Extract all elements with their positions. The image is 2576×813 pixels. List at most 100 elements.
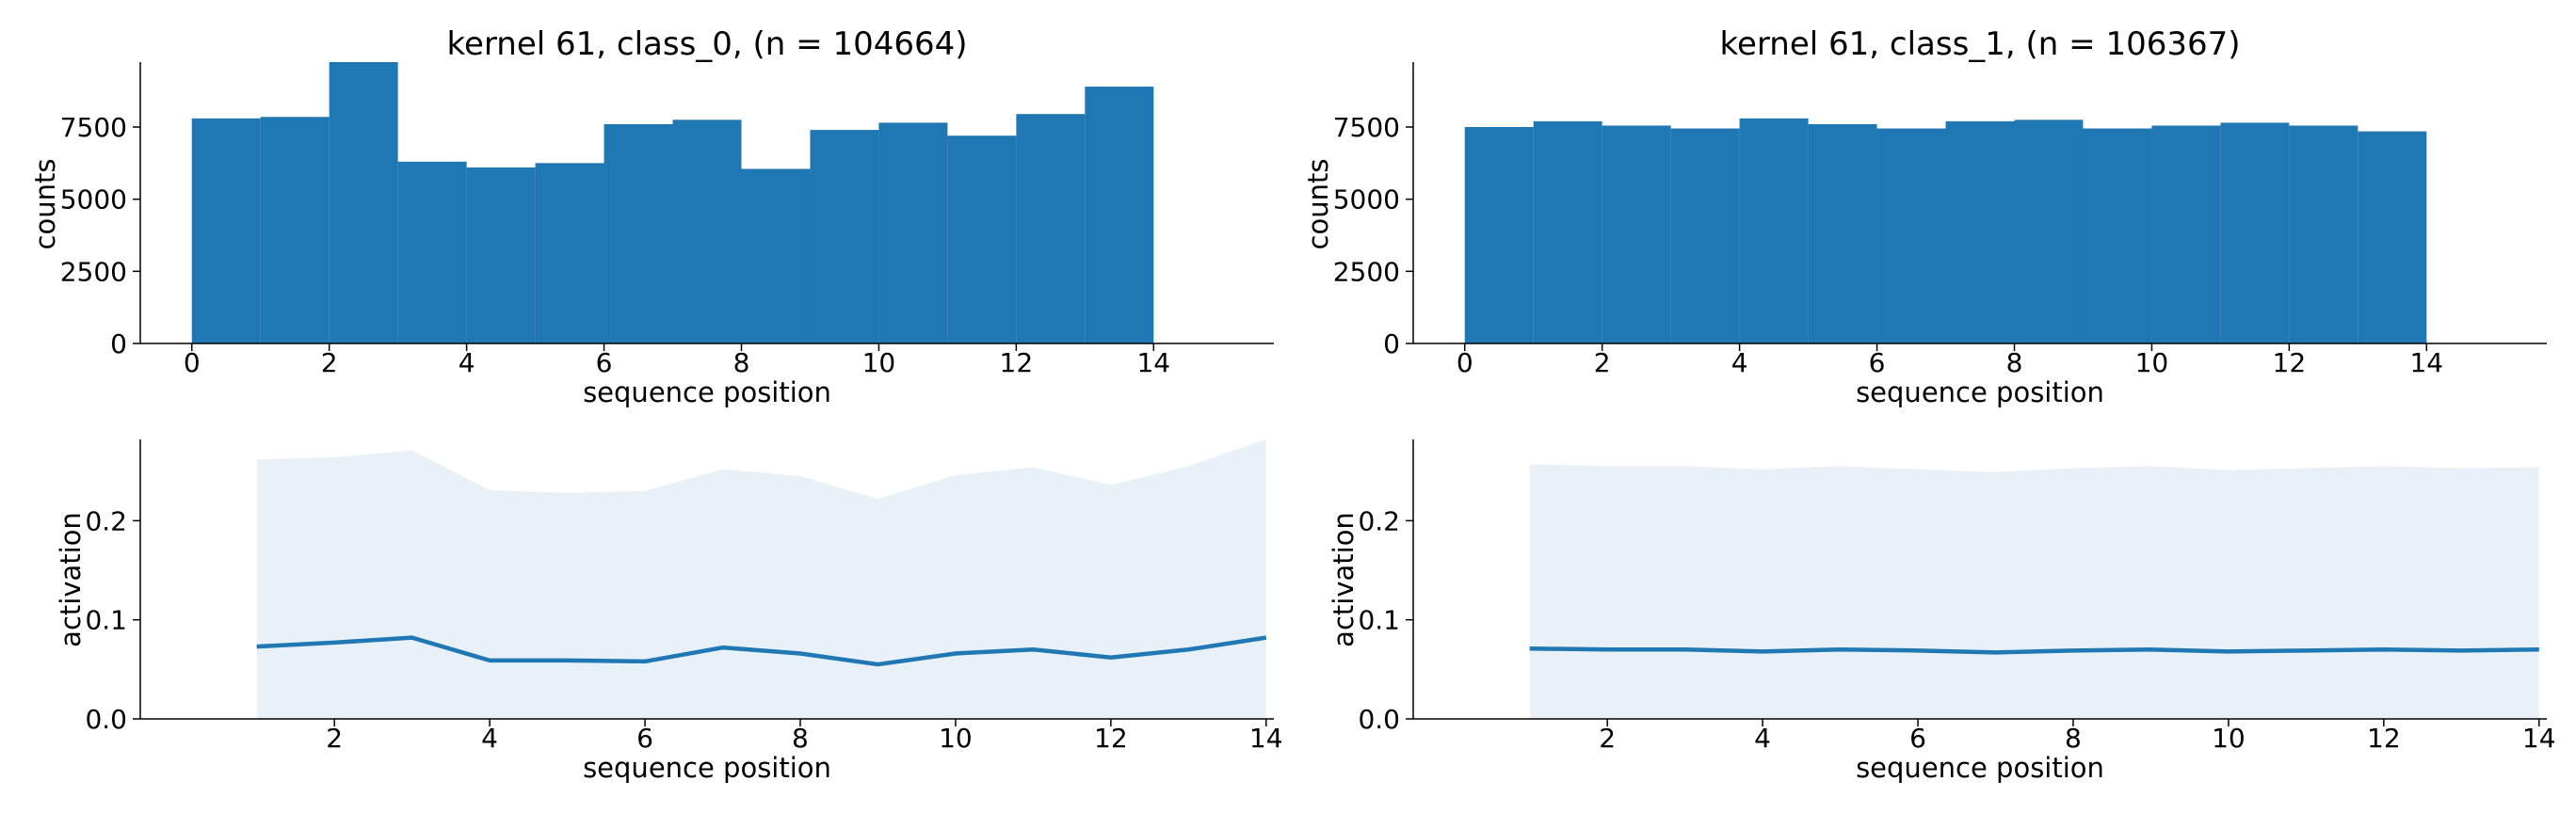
y-tick-label: 0.2 [1358,505,1400,536]
bar [191,118,261,343]
bar [878,122,948,343]
x-ticks: 0 2 4 6 8 10 12 14 [184,343,1170,378]
y-axis-label: activation [55,512,87,647]
x-ticks: 2 4 6 8 10 12 14 [1599,719,2556,754]
bar [466,167,536,343]
bar [810,130,879,343]
y-tick-label: 2500 [1333,256,1400,287]
x-ticks: 2 4 6 8 10 12 14 [326,719,1283,754]
x-tick-label: 2 [1599,723,1616,754]
bars [191,62,1154,344]
bar [1085,87,1154,344]
x-tick-label: 8 [2065,723,2082,754]
bar [604,123,673,343]
x-tick-label: 4 [481,723,498,754]
x-tick-label: 0 [184,347,201,378]
x-tick-label: 4 [459,347,475,378]
bar [1464,127,1534,343]
activation-class-0: activation sequence position 2 4 6 8 10 12 14 … [55,439,1283,784]
y-axis-label: activation [1328,512,1360,647]
x-tick-label: 8 [792,723,809,754]
bar [260,117,330,344]
bar [535,163,604,343]
y-ticks: 0.0 0.1 0.2 [85,505,140,735]
y-ticks: 0.0 0.1 0.2 [1358,505,1413,735]
y-tick-label: 5000 [60,184,127,215]
x-tick-label: 6 [1869,347,1886,378]
bar [2358,131,2427,343]
x-tick-label: 12 [1094,723,1128,754]
x-tick-label: 2 [1594,347,1611,378]
x-tick-label: 12 [2273,347,2307,378]
y-tick-label: 2500 [60,256,127,287]
bar [1602,125,1671,343]
y-tick-label: 0 [110,328,127,359]
bar [672,120,742,343]
activation-band [256,439,1266,719]
x-ticks: 0 2 4 6 8 10 12 14 [1457,343,2443,378]
y-axis-label: counts [1302,159,1334,250]
bar [2220,122,2290,343]
x-tick-label: 6 [636,723,653,754]
activation-plot [1529,464,2539,719]
bar [2083,128,2152,343]
y-tick-label: 0 [1383,328,1400,359]
x-tick-label: 0 [1457,347,1473,378]
bar [1670,128,1740,343]
activation-class-1: activation sequence position 2 4 6 8 10 12 14 … [1328,439,2556,784]
y-tick-label: 0.1 [1358,605,1400,636]
chart-title: kernel 61, class_0, (n = 104664) [447,25,968,63]
x-tick-label: 14 [2522,723,2556,754]
y-axis-label: counts [29,159,61,250]
x-tick-label: 2 [321,347,338,378]
bar [741,168,811,343]
bar [2014,120,2084,343]
x-axis-label: sequence position [583,752,831,784]
y-tick-label: 0.2 [85,505,127,536]
bar [1876,128,1946,343]
y-tick-label: 0.0 [1358,704,1400,735]
x-tick-label: 14 [1136,347,1170,378]
x-tick-label: 14 [1249,723,1283,754]
x-tick-label: 6 [596,347,613,378]
x-tick-label: 4 [1754,723,1771,754]
bar [397,161,467,343]
bar [2289,125,2359,343]
activation-plot [256,439,1267,719]
bar [1016,114,1086,343]
y-tick-label: 0.1 [85,605,127,636]
x-tick-label: 14 [2409,347,2443,378]
x-tick-label: 8 [2006,347,2023,378]
y-tick-label: 5000 [1333,184,1400,215]
x-tick-label: 10 [862,347,896,378]
x-tick-label: 10 [2135,347,2169,378]
chart-title: kernel 61, class_1, (n = 106367) [1720,25,2241,63]
x-tick-label: 6 [1909,723,1926,754]
y-ticks: 0 2500 5000 7500 [1333,112,1413,359]
x-tick-label: 8 [733,347,750,378]
bar [2151,125,2221,343]
mean-activation-line [1529,646,2539,655]
x-tick-label: 12 [2367,723,2401,754]
x-axis-label: sequence position [1856,752,2104,784]
bar [329,62,398,343]
bar [947,136,1017,343]
x-tick-label: 4 [1731,347,1748,378]
bar [1945,120,2015,343]
bar [1739,118,1809,343]
histogram-class-1: kernel 61, class_1, (n = 106367) counts … [1302,25,2547,408]
x-axis-label: sequence position [583,376,831,408]
activation-band [1529,464,2539,719]
bars [1464,118,2427,343]
bar [1533,120,1602,343]
y-tick-label: 0.0 [85,704,127,735]
y-tick-label: 7500 [1333,112,1400,143]
y-ticks: 0 2500 5000 7500 [60,112,140,359]
x-tick-label: 12 [1000,347,1034,378]
y-tick-label: 7500 [60,112,127,143]
x-tick-label: 2 [326,723,343,754]
mean-activation-line [256,635,1267,667]
x-tick-label: 10 [2212,723,2246,754]
histogram-class-0: kernel 61, class_0, (n = 104664) counts … [29,25,1274,408]
